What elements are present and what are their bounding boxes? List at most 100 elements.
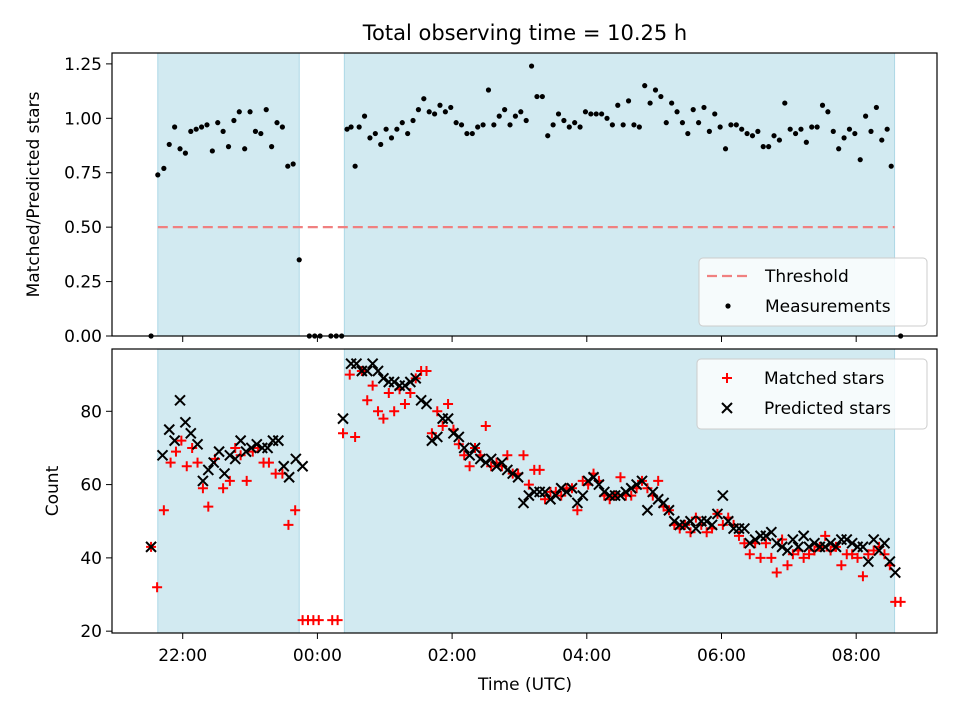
predicted-star-point <box>245 442 258 454</box>
predicted-star-point <box>366 357 379 370</box>
predicted-star-point <box>469 442 481 454</box>
y-tick-label: 20 <box>80 622 102 642</box>
measurement-point <box>836 146 842 152</box>
measurement-point <box>739 126 745 132</box>
measurement-point <box>582 109 589 115</box>
measurement-point <box>636 124 642 130</box>
measurement-point <box>378 141 384 148</box>
matched-star-point <box>344 369 355 380</box>
measurement-point <box>604 115 610 121</box>
bottom-legend: Matched stars Predicted stars <box>696 358 928 430</box>
measurement-point <box>846 126 853 132</box>
observing-window-span <box>157 348 300 634</box>
predicted-star-point <box>174 394 186 407</box>
measurement-point <box>857 157 863 163</box>
measurement-point <box>755 128 761 134</box>
measurement-point <box>458 122 465 128</box>
measurement-point <box>749 133 756 139</box>
measurement-point <box>528 63 535 69</box>
matched-star-point <box>399 398 410 409</box>
measurement-point <box>431 111 438 117</box>
measurement-point <box>372 130 378 137</box>
measurement-point <box>599 111 605 117</box>
measurement-points <box>148 63 904 339</box>
matched-star-point <box>690 512 701 523</box>
predicted-star-point <box>539 486 551 498</box>
predicted-star-point <box>614 489 627 502</box>
measurement-point <box>658 93 664 100</box>
predicted-star-point <box>156 449 169 461</box>
predicted-star-point <box>512 471 524 483</box>
measurement-point <box>348 124 354 130</box>
matched-star-point <box>332 615 343 626</box>
predicted-star-point <box>841 533 853 546</box>
matched-star-point <box>378 413 389 424</box>
matched-star-point <box>486 461 497 472</box>
matched-star-point <box>717 519 728 530</box>
predicted-star-point <box>251 438 263 450</box>
measurement-point <box>523 117 529 124</box>
measurement-point <box>352 163 358 169</box>
predicted-star-point <box>388 376 400 388</box>
legend-predicted-label: Predicted stars <box>764 399 891 419</box>
predicted-star-point <box>261 442 274 454</box>
measurement-point <box>410 117 416 124</box>
predicted-star-point <box>234 434 247 447</box>
predicted-star-point <box>501 464 514 476</box>
measurement-point <box>550 122 556 128</box>
y-tick-label: 40 <box>80 549 102 569</box>
predicted-star-point <box>593 478 605 491</box>
bottom-x-ticks: 22:00 00:00 02:00 04:00 06:00 08:00 <box>158 633 881 666</box>
measurement-point <box>274 120 280 126</box>
top-legend: Threshold Measurements <box>698 257 928 327</box>
matched-star-point <box>152 582 163 593</box>
predicted-star-point <box>337 412 349 425</box>
predicted-star-point <box>846 537 858 549</box>
measurement-point <box>361 113 368 119</box>
y-tick-label: 0.75 <box>64 164 102 184</box>
matched-star-point <box>744 549 755 560</box>
predicted-star-point <box>889 566 901 579</box>
predicted-star-point <box>555 482 567 494</box>
predicted-star-point <box>657 497 670 509</box>
y-tick-label: 0.00 <box>64 327 102 347</box>
predicted-star-point <box>560 486 573 498</box>
legend-threshold-label: Threshold <box>764 267 849 287</box>
matched-star-point <box>181 461 192 472</box>
legend-measurements-label: Measurements <box>765 297 891 317</box>
predicted-star-point <box>361 365 373 377</box>
predicted-star-point <box>808 537 821 549</box>
measurement-point <box>421 96 427 102</box>
matched-star-point <box>192 457 203 468</box>
legend-matched-label: Matched stars <box>764 369 884 389</box>
predicted-star-point <box>776 541 788 553</box>
measurement-point <box>809 124 815 130</box>
matched-star-point <box>235 450 246 461</box>
matched-star-point <box>464 461 475 472</box>
top-y-axis-label: Matched/Predicted stars <box>24 91 44 297</box>
measurement-point <box>383 126 389 132</box>
matched-star-point <box>383 387 394 398</box>
matched-star-point <box>653 475 664 486</box>
measurement-point <box>209 148 215 154</box>
predicted-star-point <box>765 526 778 538</box>
legend-box <box>698 257 928 327</box>
predicted-star-point <box>620 486 632 498</box>
measurement-point <box>496 113 502 119</box>
x-axis-label: Time (UTC) <box>477 675 572 695</box>
y-tick-label: 1.25 <box>64 55 102 75</box>
matched-star-point <box>158 505 169 516</box>
predicted-star-point <box>415 394 427 407</box>
measurement-point <box>561 117 567 124</box>
measurement-point <box>220 128 226 134</box>
matched-star-point <box>615 472 626 483</box>
legend-box <box>696 358 928 430</box>
predicted-star-point <box>224 449 236 461</box>
predicted-star-point <box>399 379 411 392</box>
matched-star-point <box>313 615 324 626</box>
predicted-star-point <box>787 533 799 546</box>
measurement-point <box>852 130 858 137</box>
matched-star-point <box>373 406 384 417</box>
measurement-point <box>512 113 519 119</box>
measurement-point <box>426 109 432 115</box>
